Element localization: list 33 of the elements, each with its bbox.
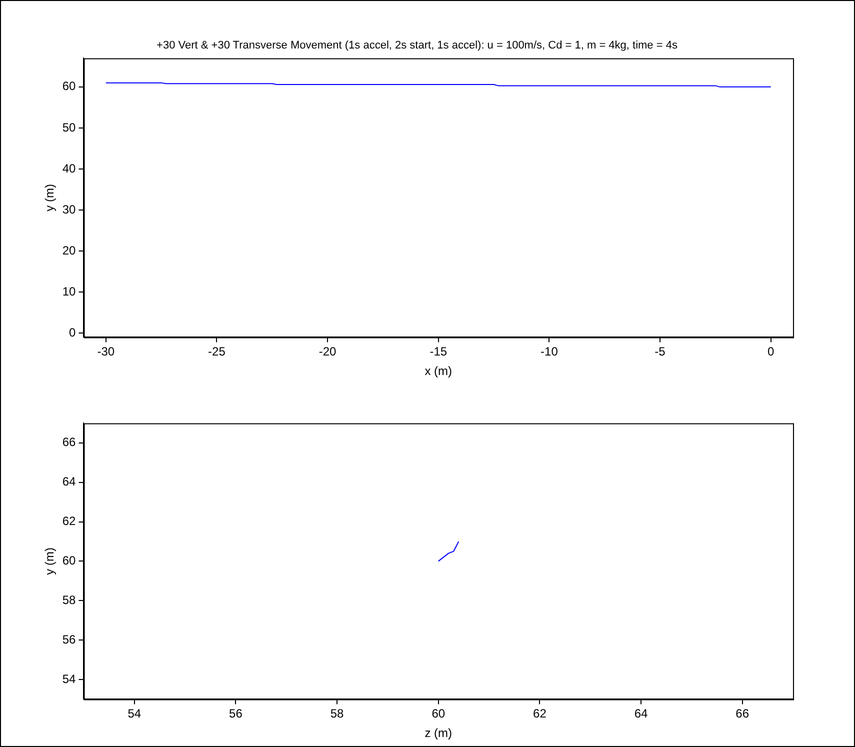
y-tick-label: 0: [69, 325, 76, 340]
x-tick-label: 0: [767, 344, 774, 359]
chart-title: +30 Vert & +30 Transverse Movement (1s accel, 2s start, 1s accel): u = 100m/s, Cd = 1, m = 4kg, time = 4s: [156, 40, 678, 52]
y-axis-title: y (m): [42, 184, 57, 212]
y-tick-label: 40: [62, 161, 76, 176]
y-tick-label: 66: [62, 435, 76, 450]
x-axis-title: z (m): [424, 726, 452, 740]
y-axis-title: y (m): [42, 548, 57, 575]
x-tick-label: 66: [736, 706, 750, 721]
x-tick-label: -20: [318, 344, 337, 359]
y-tick-label: 10: [62, 284, 76, 298]
y-tick-label: 58: [62, 592, 76, 607]
x-tick-label: 64: [634, 706, 648, 721]
x-tick-label: 56: [229, 706, 243, 721]
y-tick-label: 20: [62, 243, 76, 258]
x-tick-label: 62: [533, 706, 547, 721]
x-axis-title: x (m): [424, 364, 452, 378]
y-tick-label: 60: [62, 79, 76, 94]
y-tick-label: 30: [62, 202, 76, 216]
x-tick-label: -5: [654, 344, 666, 359]
y-tick-label: 60: [62, 554, 76, 568]
y-tick-label: 62: [62, 514, 76, 528]
x-tick-label: 54: [128, 706, 142, 721]
y-tick-label: 64: [62, 474, 76, 489]
x-tick-label: -10: [540, 344, 558, 359]
x-tick-label: -25: [208, 344, 226, 359]
x-tick-label: -30: [97, 344, 115, 359]
y-tick-label: 50: [62, 120, 76, 134]
y-tick-label: 54: [62, 672, 76, 686]
x-tick-label: -15: [430, 344, 448, 359]
x-tick-label: 58: [330, 706, 344, 721]
x-tick-label: 60: [432, 706, 446, 721]
y-tick-label: 56: [62, 632, 76, 646]
